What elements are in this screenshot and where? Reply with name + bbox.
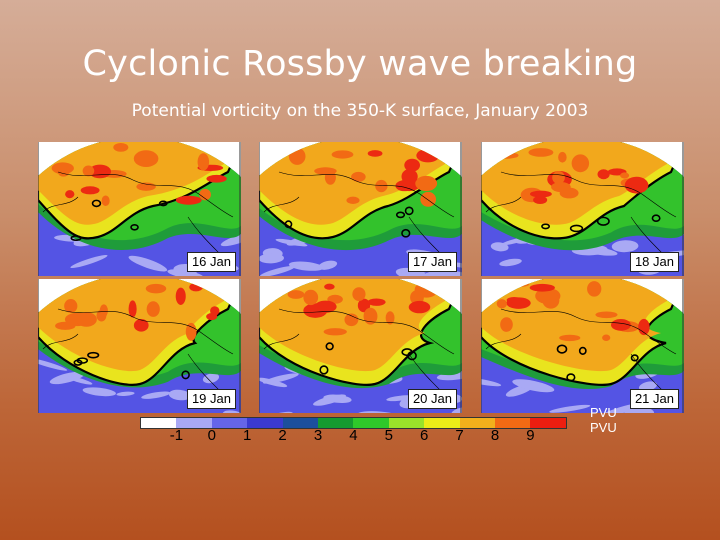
colorbar-tick-label: 5	[384, 427, 393, 444]
pv-map	[259, 142, 462, 276]
colorbar-tick-label: 8	[490, 427, 500, 444]
colorbar-swatch	[282, 418, 318, 428]
colorbar-swatch	[353, 418, 389, 428]
pv-map-panel: 20 Jan	[259, 279, 462, 413]
colorbar-swatch	[530, 418, 566, 428]
pv-map	[259, 279, 462, 413]
colorbar-unit: PVU	[590, 405, 617, 420]
pv-map-panel: 21 Jan	[481, 279, 684, 413]
pv-map	[481, 279, 684, 413]
panel-date-label: 17 Jan	[407, 252, 457, 272]
panel-date-label: 20 Jan	[407, 389, 457, 409]
colorbar-swatch	[211, 418, 248, 428]
colorbar-swatch	[141, 418, 177, 428]
slide-subtitle: Potential vorticity on the 350-K surface…	[131, 101, 589, 121]
colorbar-swatch	[176, 418, 212, 428]
pv-map-panel: 17 Jan	[259, 142, 462, 276]
colorbar-swatch	[388, 418, 425, 428]
colorbar-swatch	[459, 418, 495, 428]
panel-date-label: 16 Jan	[186, 252, 236, 272]
colorbar-swatch	[494, 418, 531, 428]
colorbar-tick-label: 3	[313, 427, 323, 444]
colorbar-swatch	[317, 418, 354, 428]
colorbar-unit: PVU	[590, 420, 617, 435]
panel-date-label: 18 Jan	[629, 252, 679, 272]
colorbar-tick-label: 6	[420, 427, 429, 444]
colorbar-tick-label: 7	[455, 427, 464, 444]
colorbar	[140, 417, 567, 429]
colorbar-tick-label: -1	[169, 427, 184, 444]
colorbar-tick-label: 0	[207, 427, 216, 444]
slide-title: Cyclonic Rossby wave breaking	[82, 44, 638, 84]
pv-map	[38, 142, 241, 276]
colorbar-tick-label: 9	[526, 427, 535, 444]
colorbar-swatch	[247, 418, 283, 428]
pv-map-panel: 16 Jan	[38, 142, 241, 276]
panel-date-label: 19 Jan	[186, 389, 236, 409]
pv-map-panel: 19 Jan	[38, 279, 241, 413]
colorbar-tick-label: 4	[349, 427, 358, 444]
pv-map-panel: 18 Jan	[481, 142, 684, 276]
colorbar-tick-label: 2	[278, 427, 287, 444]
panel-date-label: 21 Jan	[629, 389, 679, 409]
colorbar-swatch	[424, 418, 460, 428]
colorbar-tick-label: 1	[243, 427, 252, 444]
